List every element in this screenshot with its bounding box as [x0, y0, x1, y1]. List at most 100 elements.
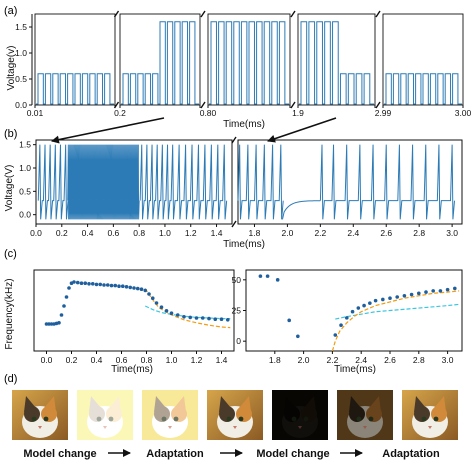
- panel-c-left-point: [219, 317, 224, 322]
- panel-c-left-point: [164, 309, 169, 313]
- panel-c-left-fit-cyan: [144, 305, 231, 320]
- panel-c-left-xlabel: Time(ms): [111, 364, 153, 375]
- panel-a-ytick-label: 0.5: [15, 74, 27, 84]
- cat-image-exposure-overlay: [272, 390, 328, 440]
- flow-step-2: Adaptation: [146, 448, 204, 460]
- cat-image-exposure-overlay: [77, 390, 133, 440]
- panel-b-xtick-label: 0.2: [56, 228, 68, 238]
- panel-b-xtick-label: 2.4: [347, 228, 359, 238]
- cat-patch-right: [236, 406, 252, 422]
- panel-c-left-point: [47, 322, 51, 326]
- panel-a-xtick-label: 2.99: [375, 108, 392, 118]
- panel-b-xtick-label: 2.2: [314, 228, 326, 238]
- panel-c-right-xlabel: Time(ms): [334, 364, 376, 375]
- panel-c-right-point: [453, 286, 457, 291]
- panel-c-left-point: [128, 285, 133, 290]
- panel-c-right-point: [395, 295, 400, 299]
- panel-label-c: (c): [4, 248, 17, 260]
- panel-a-segment: 0.2: [114, 10, 206, 118]
- cat-eye-right: [238, 416, 244, 422]
- panel-c-left-point: [175, 313, 180, 317]
- panel-c-left-point: [94, 282, 99, 287]
- flow-step-3: Model change: [256, 448, 329, 460]
- panel-a-segment-frame: [119, 13, 201, 106]
- panel-c-right-point: [431, 289, 436, 293]
- panel-c-left-xtick-label: 1.0: [166, 355, 178, 365]
- panel-a-pulse-train: [209, 21, 289, 105]
- panel-c-left-point: [135, 286, 140, 291]
- panel-c-right-xtick-label: 1.8: [269, 355, 281, 365]
- cat-image-cat-adapting-bright: [142, 390, 198, 440]
- panel-c-left-point: [169, 311, 174, 316]
- panel-b-xtick-label: 1.2: [185, 228, 197, 238]
- panel-c-right-point: [402, 293, 407, 298]
- panel-c-right-xtick-label: 2.2: [326, 355, 338, 365]
- cat-nose: [363, 426, 367, 429]
- panel-b-ytick-label: 1.0: [19, 163, 31, 173]
- panel-c-left-point: [207, 316, 211, 321]
- panel-c-left-point: [154, 301, 159, 305]
- panel-c-left-point: [98, 282, 103, 287]
- panel-c-right-ytick-label: 50: [232, 275, 242, 285]
- panel-c-left-xtick-label: 0.4: [91, 355, 103, 365]
- panel-b-xtick-label: 0.6: [107, 228, 119, 238]
- panel-a-xtick-label: 1.9: [292, 108, 304, 118]
- panel-b-spikes-right-pre: [237, 144, 284, 220]
- panel-c-left-point: [79, 281, 84, 286]
- panel-c-right-point: [424, 290, 428, 294]
- panel-c-right-fit-cyan: [335, 303, 460, 320]
- panel-b-xtick-label: 2.8: [413, 228, 425, 238]
- panel-a-axis-break: [113, 101, 120, 109]
- panel-c-left-point: [62, 304, 66, 308]
- panel-c-right-point: [362, 303, 366, 308]
- panel-c-left-point: [113, 283, 118, 288]
- panel-c-right-point: [409, 292, 414, 297]
- panel-c-ylabel: Frequency(kHz): [4, 278, 15, 349]
- panel-a-ytick-label: 0.0: [15, 100, 27, 110]
- panel-c-right-point: [333, 333, 338, 337]
- panel-a-pulse-train: [299, 21, 374, 105]
- panel-c-left-point: [194, 316, 199, 320]
- panel-a-axis-break: [290, 101, 296, 109]
- cat-image-cat-adapted-2: [402, 390, 458, 440]
- panel-a-axis-break: [375, 101, 381, 109]
- panel-c-left-xtick-label: 0.2: [66, 355, 78, 365]
- panel-c-right-point: [373, 298, 378, 303]
- panel-a-segment-frame: [207, 13, 291, 106]
- panel-b-xtick-label: 2.0: [281, 228, 293, 238]
- panel-a-xtick-label: 0.80: [200, 108, 217, 118]
- panel-c-right-xtick-label: 3.0: [442, 355, 454, 365]
- panel-c-left-point: [188, 315, 193, 320]
- cat-image-cat-adapting-dark: [337, 390, 393, 440]
- panel-c-left-point: [90, 282, 95, 286]
- panel-b-spikes-initial: [37, 144, 69, 220]
- panel-c-left-point: [72, 280, 76, 284]
- panel-c-right-point: [287, 318, 292, 323]
- panel-a-axis-break: [113, 10, 120, 18]
- cat-eye-left: [226, 416, 232, 422]
- panel-c-right-point: [417, 291, 421, 296]
- panel-b-chart: Voltage(V) Time(ms) 0.0 0.5 1.0 1.5 0.0 0.2 0.…: [4, 136, 463, 250]
- cat-nose: [38, 426, 42, 429]
- panel-c-left-xtick-label: 0.0: [41, 355, 53, 365]
- panel-c-right-point: [275, 278, 280, 282]
- cat-patch-right: [41, 406, 57, 422]
- panel-a-pulse-train: [384, 73, 462, 105]
- panel-b-frame-left: [35, 139, 233, 225]
- panel-c-right-point: [381, 297, 385, 302]
- panel-c-right-point: [345, 316, 349, 320]
- panel-c-left-point: [59, 313, 64, 317]
- panel-a-ytick-label: 1.0: [15, 48, 27, 58]
- panel-b-axis-break: [231, 220, 237, 228]
- panel-c-right-point: [350, 309, 355, 314]
- cat-nose: [428, 426, 432, 429]
- panel-c-left-xtick-label: 0.6: [116, 355, 128, 365]
- panel-a-segment: 0.01: [27, 10, 120, 118]
- panel-a-xtick-label: 3.00: [455, 108, 472, 118]
- panel-b-xtick-label: 1.4: [211, 228, 223, 238]
- panel-c-left-point: [143, 288, 148, 293]
- panel-d: Model change Adaptation Model change Ada…: [12, 390, 458, 460]
- panel-c-right-point: [265, 274, 270, 278]
- panel-c-left-point: [150, 296, 155, 301]
- panel-b-spikes-dense: [67, 144, 140, 220]
